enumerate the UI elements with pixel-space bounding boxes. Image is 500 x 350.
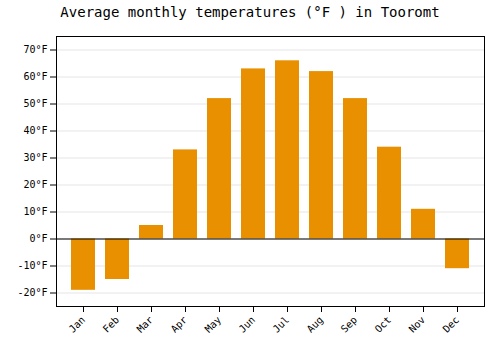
svg-text:May: May [203,314,224,335]
svg-text:Nov: Nov [407,314,428,335]
svg-text:Oct: Oct [373,314,394,335]
svg-text:Aug: Aug [305,314,326,335]
svg-text:20°F: 20°F [23,179,47,190]
svg-text:50°F: 50°F [23,98,47,109]
svg-text:30°F: 30°F [23,152,47,163]
svg-text:Apr: Apr [169,314,190,335]
svg-text:70°F: 70°F [23,44,47,55]
svg-text:0°F: 0°F [29,233,47,244]
svg-text:40°F: 40°F [23,125,47,136]
svg-text:-10°F: -10°F [17,260,47,271]
svg-text:Jul: Jul [271,314,292,335]
svg-text:Sep: Sep [339,314,360,335]
svg-text:-20°F: -20°F [17,287,47,298]
svg-text:Jun: Jun [237,314,258,335]
svg-text:10°F: 10°F [23,206,47,217]
svg-text:Feb: Feb [101,314,122,335]
svg-text:Jan: Jan [67,314,88,335]
svg-text:Dec: Dec [441,314,462,335]
html-text:Average monthly temperatures (: Average monthly temperatures (°F ) in To… [60,4,440,20]
svg-text:Mar: Mar [135,314,156,335]
svg-text:60°F: 60°F [23,71,47,82]
